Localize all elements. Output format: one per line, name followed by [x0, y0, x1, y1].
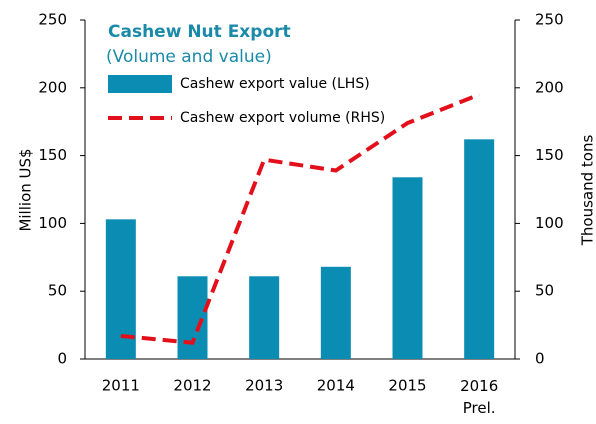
chart-subtitle: (Volume and value) — [106, 47, 272, 67]
y-tick-label: 150 — [38, 146, 67, 164]
y-axis-label: Million US$ — [17, 148, 35, 231]
y2-axis-label: Thousand tons — [579, 135, 596, 247]
y-tick-label: 250 — [38, 11, 67, 29]
y2-tick-label: 150 — [535, 146, 564, 164]
y-tick-label: 50 — [48, 282, 67, 300]
bar — [177, 276, 208, 359]
x-tick-label: 2012 — [173, 377, 211, 395]
y2-tick-label: 50 — [535, 282, 554, 300]
y2-tick-label: 100 — [535, 214, 564, 232]
x-tick-label: 2014 — [317, 377, 355, 395]
x-tick-label: 2013 — [245, 377, 283, 395]
x-tick-label: 2011 — [102, 377, 140, 395]
chart-title: Cashew Nut Export — [108, 22, 291, 42]
legend-label: Cashew export value (LHS) — [180, 76, 370, 92]
y-tick-label: 200 — [38, 78, 67, 96]
y2-tick-label: 0 — [535, 350, 545, 368]
y2-tick-label: 200 — [535, 78, 564, 96]
bar — [392, 177, 423, 359]
y-tick-label: 0 — [57, 350, 67, 368]
y2-tick-label: 250 — [535, 11, 564, 29]
bar — [320, 266, 351, 359]
bar — [464, 139, 495, 359]
line — [120, 92, 480, 345]
x-tick-label: 2016 Prel. — [460, 377, 498, 417]
y-tick-label: 100 — [38, 214, 67, 232]
legend-label: Cashew export volume (RHS) — [180, 110, 385, 126]
bar — [249, 276, 280, 359]
x-tick-label: 2015 — [388, 377, 426, 395]
legend-swatch — [108, 75, 172, 93]
